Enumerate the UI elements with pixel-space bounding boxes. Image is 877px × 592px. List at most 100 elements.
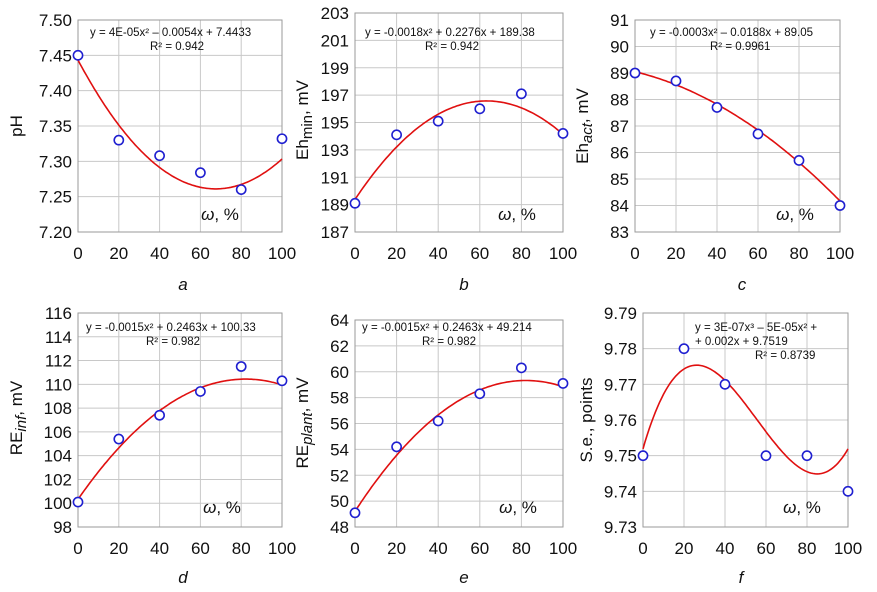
data-point (235, 184, 247, 195)
data-point (113, 433, 125, 445)
x-tick-label: 60 (757, 539, 776, 558)
x-axis-label: ω, % (203, 498, 241, 517)
x-tick-label: 100 (826, 244, 854, 263)
data-point (474, 388, 486, 400)
equation-line: R² = 0.982 (146, 336, 200, 348)
trendline (642, 364, 849, 475)
y-tick-label: 84 (610, 197, 629, 216)
chart-panel-c: 83 84 85 86 87 88 89 90 91 0 20 40 60 80 100 y = -0.000… (573, 11, 854, 294)
y-tick-label: 62 (330, 337, 349, 356)
x-tick-label: 0 (73, 244, 82, 263)
data-point (72, 49, 84, 61)
panel-label: a (178, 275, 187, 294)
y-axis-label: pH (7, 115, 26, 137)
trendline (77, 378, 283, 500)
x-tick-label: 60 (191, 539, 210, 558)
y-tick-label: 9.73 (604, 518, 637, 537)
y-tick-label: 89 (610, 64, 629, 83)
data-point (557, 128, 569, 139)
x-tick-label: 60 (470, 244, 489, 263)
equation-line: y = -0.0015x² + 0.2463x + 49.214 (362, 322, 532, 334)
x-tick-label: 100 (268, 244, 296, 263)
y-tick-label: 9.76 (604, 411, 637, 430)
y-tick-label: 201 (321, 31, 349, 50)
equation-line: R² = 0.9961 (710, 41, 770, 53)
y-tick-label: 9.79 (604, 304, 637, 323)
y-tick-label: 104 (44, 447, 72, 466)
x-tick-label: 0 (638, 539, 647, 558)
y-tick-label: 9.77 (604, 375, 637, 394)
panel-label: e (459, 568, 468, 587)
y-tick-label: 193 (321, 141, 349, 160)
data-point (194, 386, 206, 397)
x-axis-label: ω, % (499, 498, 537, 517)
y-tick-label: 7.50 (39, 11, 72, 30)
equation-line: R² = 0.942 (425, 41, 479, 53)
plot-area-frame (634, 19, 841, 233)
y-axis-label: REplant, mV (293, 377, 316, 469)
y-tick-label: 7.35 (39, 117, 72, 136)
y-tick-label: 7.40 (39, 82, 72, 101)
data-point (432, 115, 444, 127)
data-point (719, 378, 731, 390)
panel-label: b (459, 275, 468, 294)
trendline (634, 70, 841, 202)
x-axis-label: ω, % (498, 205, 536, 224)
equation-line: y = 3E-07x³ – 5E-05x² + (695, 322, 817, 334)
y-tick-label: 9.78 (604, 340, 637, 359)
y-tick-label: 197 (321, 86, 349, 105)
data-point (670, 75, 682, 87)
x-axis-label: ω, % (201, 205, 239, 224)
y-tick-label: 87 (610, 117, 629, 136)
data-point (194, 167, 206, 179)
data-point (678, 343, 690, 355)
data-point (154, 150, 165, 162)
trendline (77, 59, 283, 190)
data-point (72, 496, 84, 508)
data-point (391, 129, 402, 141)
equation-line: y = -0.0015x² + 0.2463x + 100.33 (86, 322, 256, 334)
x-tick-label: 100 (834, 539, 862, 558)
data-point (842, 485, 854, 497)
data-point (516, 362, 527, 374)
x-tick-label: 0 (350, 539, 359, 558)
y-tick-label: 7.20 (39, 223, 72, 242)
x-tick-label: 0 (630, 244, 639, 263)
y-tick-label: 64 (330, 311, 349, 330)
data-point (432, 415, 444, 427)
y-tick-label: 189 (321, 196, 349, 215)
y-tick-label: 85 (610, 170, 629, 189)
data-point (516, 88, 527, 100)
data-point (760, 450, 772, 462)
data-point (349, 197, 361, 209)
x-tick-label: 40 (429, 244, 448, 263)
x-tick-label: 20 (387, 539, 406, 558)
x-tick-label: 40 (708, 244, 727, 263)
equation-line: R² = 0.8739 (755, 350, 815, 362)
equation-line: R² = 0.982 (422, 336, 476, 348)
panel-label: d (178, 568, 188, 587)
y-tick-label: 90 (610, 38, 629, 57)
y-tick-label: 191 (321, 168, 349, 187)
y-tick-label: 116 (45, 304, 72, 323)
equation-line: y = -0.0003x² – 0.0188x + 89.05 (650, 27, 813, 39)
data-point (752, 128, 764, 140)
y-tick-label: 86 (610, 144, 629, 163)
y-tick-label: 88 (610, 91, 629, 110)
y-tick-label: 187 (321, 223, 349, 242)
x-tick-label: 100 (549, 244, 577, 263)
data-point (349, 507, 361, 519)
plot-area-frame (354, 319, 564, 528)
plot-area-frame (77, 312, 283, 528)
data-point (235, 361, 247, 372)
panel-label: f (739, 568, 746, 587)
chart-panel-d: 98 100 102 104 106 108 110 112 114 116 0 20 40 60 80 10… (7, 304, 296, 587)
data-point (474, 103, 486, 115)
y-tick-label: 108 (44, 399, 72, 418)
x-tick-label: 100 (549, 539, 577, 558)
chart-panel-a: 7.20 7.25 7.30 7.35 7.40 7.45 7.50 0 20 40 60 80 100… (7, 11, 296, 294)
equation-line: y = -0.0018x² + 0.2276x + 189.38 (365, 27, 535, 39)
y-tick-label: 7.25 (39, 188, 72, 207)
y-tick-label: 58 (330, 389, 349, 408)
